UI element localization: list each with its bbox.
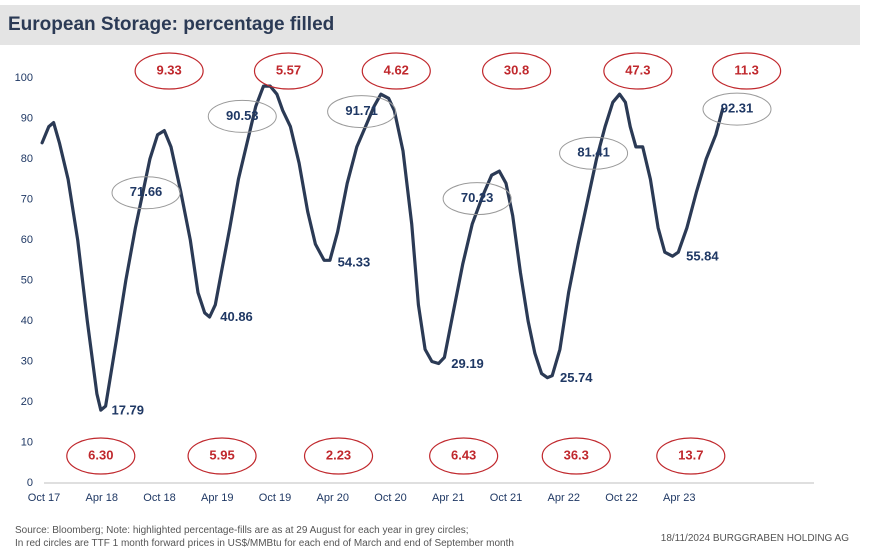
y-tick-label: 30 xyxy=(21,355,33,367)
grey-circle xyxy=(559,136,629,170)
trough-value-label: 25.74 xyxy=(560,370,593,385)
ttf-price-bottom-circle xyxy=(187,437,257,475)
ttf-price-top-circle xyxy=(361,52,431,90)
x-tick-label: Oct 20 xyxy=(374,492,406,504)
footer-date-company: 18/11/2024 BURGGRABEN HOLDING AG xyxy=(660,533,849,544)
x-tick-label: Apr 19 xyxy=(201,492,233,504)
ttf-price-bottom-label: 6.30 xyxy=(88,447,113,462)
ttf-price-top-circle xyxy=(712,52,782,90)
grey-circle xyxy=(442,182,512,216)
ttf-price-bottom-label: 6.43 xyxy=(451,447,476,462)
ttf-price-bottom-label: 36.3 xyxy=(564,447,589,462)
x-tick-label: Oct 19 xyxy=(259,492,291,504)
ttf-price-bottom-circle xyxy=(541,437,611,475)
grey-circle-label: 81.41 xyxy=(577,145,610,160)
ttf-price-top-circle xyxy=(253,52,324,90)
ttf-price-top-label: 30.8 xyxy=(504,62,529,77)
ttf-price-bottom-circle xyxy=(429,437,499,475)
y-tick-label: 0 xyxy=(27,477,33,489)
footnote-red-circles: In red circles are TTF 1 month forward p… xyxy=(15,538,514,549)
grey-circle xyxy=(327,95,397,129)
grey-circle-label: 71.66 xyxy=(130,184,163,199)
y-tick-label: 80 xyxy=(21,153,33,165)
grey-circle-label: 92.31 xyxy=(721,101,754,116)
x-tick-label: Oct 17 xyxy=(28,492,60,504)
grey-circle-label: 91.71 xyxy=(345,103,378,118)
ttf-price-top-circle xyxy=(481,52,552,90)
ttf-price-bottom-circle xyxy=(656,437,726,475)
trough-value-label: 29.19 xyxy=(451,356,484,371)
x-tick-label: Apr 18 xyxy=(86,492,118,504)
y-tick-label: 50 xyxy=(21,274,33,286)
y-tick-label: 70 xyxy=(21,193,33,205)
ttf-price-top-label: 11.3 xyxy=(734,62,759,77)
y-tick-label: 40 xyxy=(21,315,33,327)
ttf-price-top-label: 5.57 xyxy=(276,62,301,77)
x-tick-label: Oct 22 xyxy=(605,492,637,504)
ttf-price-bottom-label: 5.95 xyxy=(209,447,234,462)
ttf-price-top-circle xyxy=(134,52,204,90)
trough-value-label: 55.84 xyxy=(686,248,719,263)
y-tick-label: 10 xyxy=(21,436,33,448)
ttf-price-top-label: 4.62 xyxy=(384,62,409,77)
chart-title: European Storage: percentage filled xyxy=(8,14,335,35)
trough-value-label: 40.86 xyxy=(220,309,253,324)
x-tick-label: Oct 18 xyxy=(143,492,175,504)
ttf-price-top-circle xyxy=(603,52,673,90)
trough-value-label: 54.33 xyxy=(338,254,371,269)
ttf-price-top-label: 47.3 xyxy=(625,62,650,77)
trough-value-label: 17.79 xyxy=(111,402,144,417)
x-tick-label: Apr 23 xyxy=(663,492,695,504)
title-bar: European Storage: percentage filled xyxy=(0,5,860,45)
storage-fill-line xyxy=(40,84,725,412)
grey-circle xyxy=(111,176,181,210)
grey-circle-label: 70.23 xyxy=(461,190,494,205)
footnote-source: Source: Bloomberg; Note: highlighted per… xyxy=(15,525,469,536)
y-tick-label: 90 xyxy=(21,112,33,124)
grey-circle-label: 90.53 xyxy=(226,108,259,123)
grey-circle xyxy=(702,92,772,126)
ttf-price-top-label: 9.33 xyxy=(156,62,181,77)
grey-circle xyxy=(207,99,277,133)
x-tick-label: Apr 22 xyxy=(548,492,580,504)
ttf-price-bottom-circle xyxy=(303,437,374,475)
ttf-price-bottom-circle xyxy=(66,437,136,475)
x-tick-label: Apr 21 xyxy=(432,492,464,504)
y-tick-label: 20 xyxy=(21,396,33,408)
x-tick-label: Apr 20 xyxy=(317,492,349,504)
ttf-price-bottom-label: 13.7 xyxy=(678,447,703,462)
y-tick-label: 60 xyxy=(21,234,33,246)
ttf-price-bottom-label: 2.23 xyxy=(326,447,351,462)
x-tick-label: Oct 21 xyxy=(490,492,522,504)
y-tick-label: 100 xyxy=(15,72,33,84)
